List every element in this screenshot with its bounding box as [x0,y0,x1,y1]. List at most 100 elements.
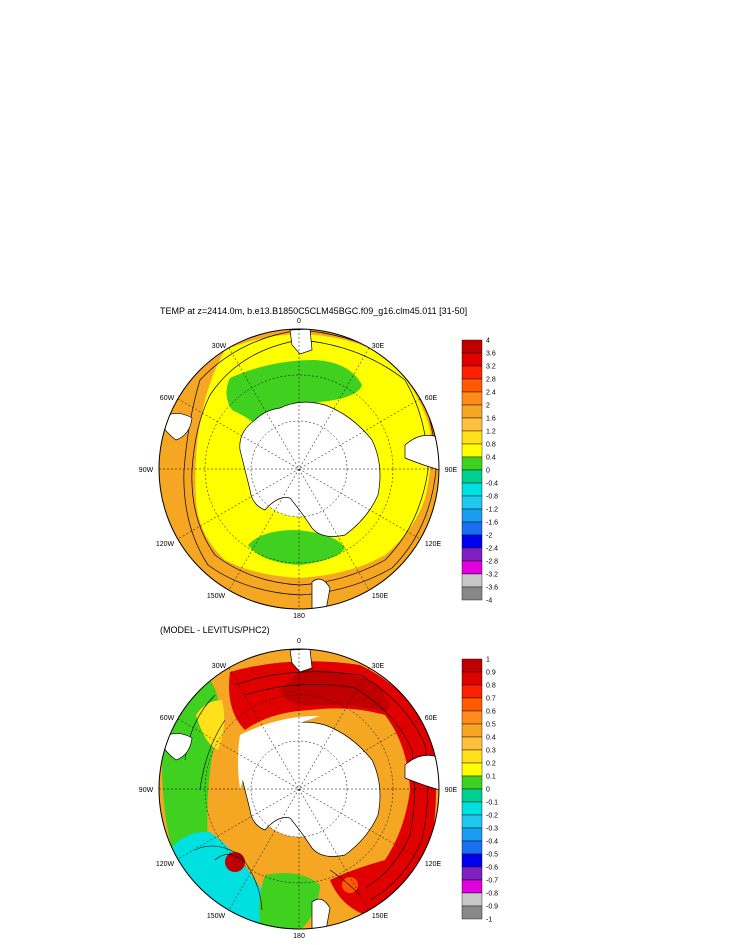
longitude-label: 90W [139,787,154,794]
map1-border [158,328,440,610]
colorbar-swatch [461,736,483,751]
colorbar-label: 0.9 [486,670,496,677]
colorbar-swatch [461,469,483,484]
longitude-label: 30E [372,343,385,350]
colorbar-swatch [461,749,483,764]
colorbar-swatch [461,827,483,842]
colorbar-label: -0.5 [486,852,498,859]
colorbar-label: 2.4 [486,390,496,397]
colorbar-label: 0.7 [486,696,496,703]
longitude-label: 90E [445,787,458,794]
colorbar-swatch [461,788,483,803]
colorbar-label: 0.3 [486,748,496,755]
map2-anomaly-red [225,852,245,872]
longitude-label: 60W [160,395,175,402]
colorbar-swatch [461,547,483,562]
longitude-label: 150E [372,913,389,920]
longitude-label: 60E [425,715,438,722]
colorbar-swatch [461,443,483,458]
longitude-label: 180 [293,933,305,940]
colorbar-label: -0.8 [486,494,498,501]
map2-land-australia [404,754,439,791]
map1-contour [191,339,429,586]
colorbar-swatch [461,801,483,816]
map1-antarctica [239,401,381,537]
colorbar-label: -0.3 [486,826,498,833]
colorbar-swatch [461,417,483,432]
longitude-label: 30W [212,343,227,350]
colorbar-swatch [461,456,483,471]
colorbar-label: 3.6 [486,351,496,358]
map1-colorbar: 4 3.6 3.2 2.8 2.4 2 1.6 1.2 0.8 0.4 0 -0.4 -0.8 -1.2 -… [461,338,498,605]
colorbar-swatch [461,521,483,536]
colorbar-swatch [461,697,483,712]
map1-land-australia [404,434,439,471]
colorbar-swatch [461,762,483,777]
map2-ice-shelf [238,715,320,790]
colorbar-label: 1.6 [486,416,496,423]
colorbar-swatch [461,892,483,907]
map1-graticule [159,329,439,609]
longitude-label: 0 [297,318,301,325]
colorbar-swatch [461,840,483,855]
colorbar-label: -0.6 [486,865,498,872]
colorbar-swatch [461,573,483,588]
colorbar-swatch [461,684,483,699]
colorbar-label: 2 [486,403,490,410]
longitude-label: 150W [207,593,226,600]
longitude-label: 30W [212,663,227,670]
map2-region-yellow [196,700,225,750]
map1-band-green-atlantic [226,360,362,430]
map2-border [158,648,440,930]
colorbar-swatch [461,508,483,523]
colorbar-swatch [461,775,483,790]
colorbar-label: 1.2 [486,429,496,436]
longitude-label: 30E [372,663,385,670]
colorbar-swatch [461,658,483,673]
colorbar-swatch [461,534,483,549]
map2-colorbar: 1 0.9 0.8 0.7 0.6 0.5 0.4 0.3 0.2 0.1 0 -0.1 -0.2 -0.… [461,657,498,924]
colorbar-label: 0 [486,468,490,475]
colorbar-label: -0.4 [486,839,498,846]
colorbar-swatch [461,814,483,829]
colorbar-swatch [461,495,483,510]
colorbar-label: 0.5 [486,722,496,729]
map1-title: TEMP at z=2414.0m, b.e13.B1850C5CLM45BGC… [160,306,468,316]
colorbar-swatch [461,482,483,497]
map1: 0 30E 60E 90E 120E 150E 180 150W 120W 90W 60W 30W 4… [139,318,498,620]
colorbar-label: -0.2 [486,813,498,820]
colorbar-swatch [461,853,483,868]
colorbar-swatch [461,391,483,406]
colorbar-swatch [461,378,483,393]
colorbar-label: 0.1 [486,774,496,781]
colorbar-swatch [461,723,483,738]
colorbar-label: 0.8 [486,683,496,690]
colorbar-label: -1 [486,917,492,924]
longitude-label: 90E [445,467,458,474]
colorbar-swatch [461,905,483,920]
map2-title: (MODEL - LEVITUS/PHC2) [160,625,270,635]
colorbar-label: -4 [486,598,492,605]
longitude-label: 120E [425,861,442,868]
map2-region-darkred [280,669,389,712]
longitude-label: 120W [156,541,175,548]
map2-longitude-labels: 0 30E 60E 90E 120E 150E 180 150W 120W 90W 60W 30W [139,638,458,940]
colorbar-label: -1.6 [486,520,498,527]
colorbar-label: 2.8 [486,377,496,384]
colorbar-swatch [461,430,483,445]
map2: 0 30E 60E 90E 120E 150E 180 150W 120W 90W 60W 30W 1… [139,638,498,940]
map1-band-green-ross [248,530,345,565]
colorbar-swatch [461,365,483,380]
colorbar-swatch [461,866,483,881]
colorbar-label: -0.1 [486,800,498,807]
colorbar-label: 0.2 [486,761,496,768]
map1-longitude-labels: 0 30E 60E 90E 120E 150E 180 150W 120W 90W 60W 30W [139,318,458,620]
colorbar-label: -2.4 [486,546,498,553]
colorbar-swatch [461,404,483,419]
longitude-label: 150E [372,593,389,600]
colorbar-label: -2 [486,533,492,540]
colorbar-swatch [461,339,483,354]
colorbar-label: 0.6 [486,709,496,716]
longitude-label: 90W [139,467,154,474]
